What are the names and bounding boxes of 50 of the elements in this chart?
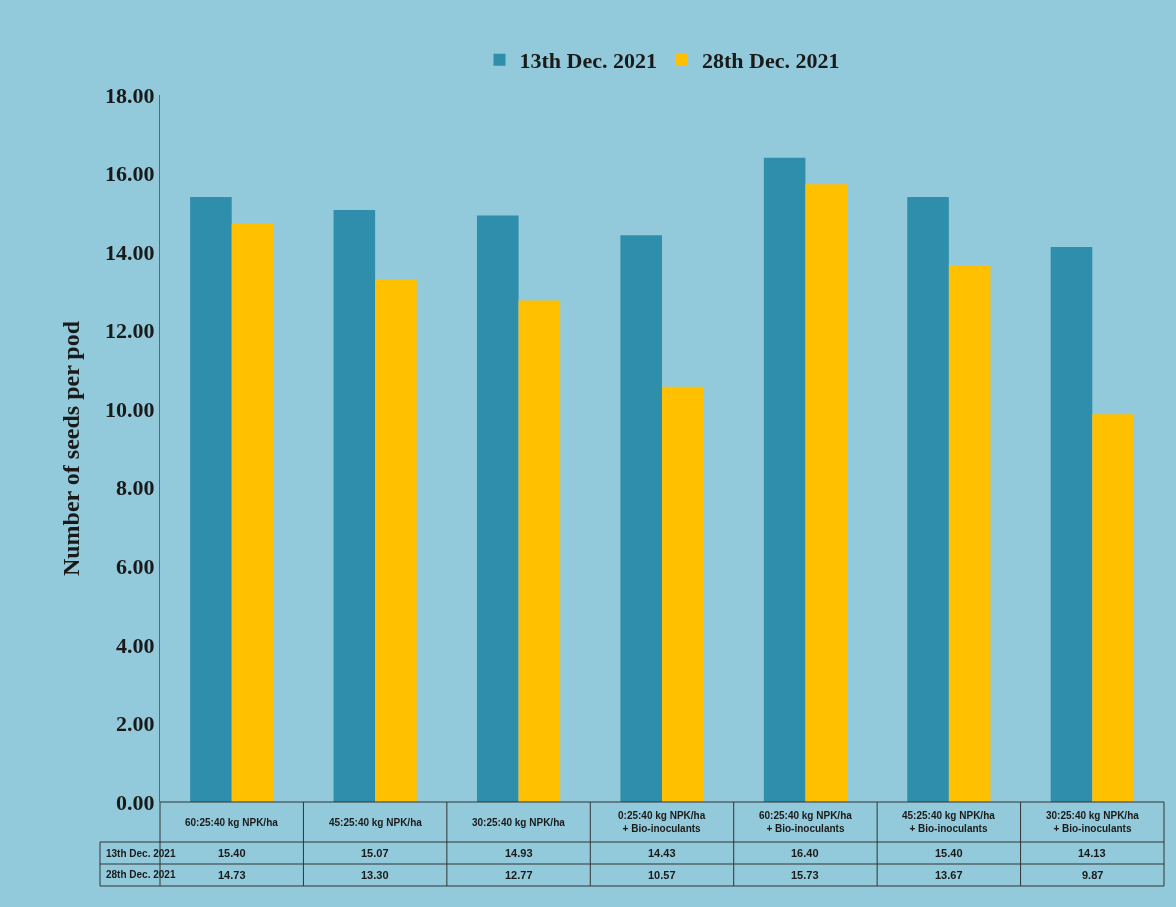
x-tick-label: 45:25:40 kg NPK/ha + Bio-inoculants	[902, 810, 996, 834]
data-label: 15.40	[218, 847, 246, 859]
bar	[1092, 414, 1134, 802]
data-label: 14.13	[1078, 847, 1106, 859]
data-label: 15.73	[791, 869, 819, 881]
bar	[333, 210, 376, 802]
y-tick-label: 4.00	[116, 632, 155, 658]
data-label: 14.93	[505, 847, 533, 859]
data-label: 12.77	[505, 869, 533, 881]
y-tick-label: 18.00	[105, 82, 155, 108]
bar	[1050, 247, 1093, 802]
bar	[948, 265, 991, 802]
y-tick-label: 0.00	[116, 789, 155, 815]
data-label: 10.57	[648, 869, 676, 881]
bar	[620, 235, 662, 802]
y-axis-title: Number of seeds per pod	[58, 320, 85, 577]
x-tick-label: 30:25:40 kg NPK/ha + Bio-inoculants	[1046, 810, 1140, 834]
bar	[375, 279, 417, 802]
y-tick-label: 14.00	[105, 239, 155, 265]
bar	[476, 215, 519, 802]
text: 28th Dec. 2021	[106, 869, 176, 880]
bar	[662, 386, 704, 802]
bar	[518, 300, 561, 802]
data-label: 13.67	[935, 869, 963, 881]
data-label: 15.40	[935, 847, 963, 859]
data-label: 14.43	[648, 847, 676, 859]
x-tick-label: 0:25:40 kg NPK/ha + Bio-inoculants	[618, 810, 706, 834]
x-tick-label: 30:25:40 kg NPK/ha	[472, 817, 566, 828]
data-label: 15.07	[361, 847, 389, 859]
y-tick-label: 10.00	[105, 396, 155, 422]
text: 13th Dec. 2021	[106, 848, 176, 859]
bar	[907, 197, 949, 802]
y-tick-label: 6.00	[116, 554, 155, 580]
x-tick-label: 60:25:40 kg NPK/ha	[185, 817, 279, 828]
data-label: 9.87	[1082, 869, 1104, 881]
bar	[763, 157, 806, 802]
data-label: 13.30	[361, 869, 389, 881]
y-tick-label: 8.00	[116, 475, 155, 501]
data-label: 14.73	[218, 869, 246, 881]
x-tick-label: 60:25:40 kg NPK/ha + Bio-inoculants	[759, 810, 853, 834]
bar	[190, 197, 232, 802]
y-tick-label: 2.00	[116, 711, 155, 737]
y-tick-label: 16.00	[105, 161, 155, 187]
legend-label: 13th Dec. 2021	[519, 48, 657, 74]
legend-label: 28th Dec. 2021	[701, 48, 840, 74]
bar	[805, 184, 848, 802]
x-tick-label: 45:25:40 kg NPK/ha	[329, 817, 423, 828]
y-tick-label: 12.00	[105, 318, 155, 344]
bar	[231, 223, 274, 802]
data-label: 16.40	[791, 847, 819, 859]
